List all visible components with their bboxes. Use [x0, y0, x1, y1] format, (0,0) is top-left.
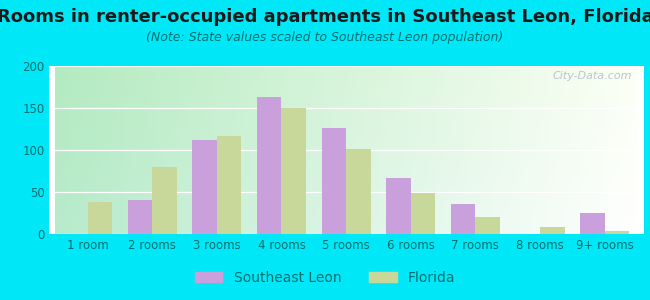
Bar [281, 108, 306, 234]
Bar [346, 149, 370, 234]
Legend: Southeast Leon, Florida: Southeast Leon, Florida [189, 265, 461, 290]
Bar [604, 231, 629, 234]
Text: (Note: State values scaled to Southeast Leon population): (Note: State values scaled to Southeast … [146, 32, 504, 44]
Bar [257, 97, 281, 234]
Bar [322, 128, 346, 234]
Bar [580, 213, 605, 234]
Bar [540, 227, 565, 234]
Text: Rooms in renter-occupied apartments in Southeast Leon, Florida: Rooms in renter-occupied apartments in S… [0, 8, 650, 26]
Bar [217, 136, 241, 234]
Bar [127, 200, 152, 234]
Bar [451, 204, 475, 234]
Bar [386, 178, 411, 234]
Bar [192, 140, 217, 234]
Bar [88, 202, 112, 234]
Bar [152, 167, 177, 234]
Bar [411, 193, 436, 234]
Bar [475, 217, 500, 234]
Text: City-Data.com: City-Data.com [552, 71, 632, 81]
